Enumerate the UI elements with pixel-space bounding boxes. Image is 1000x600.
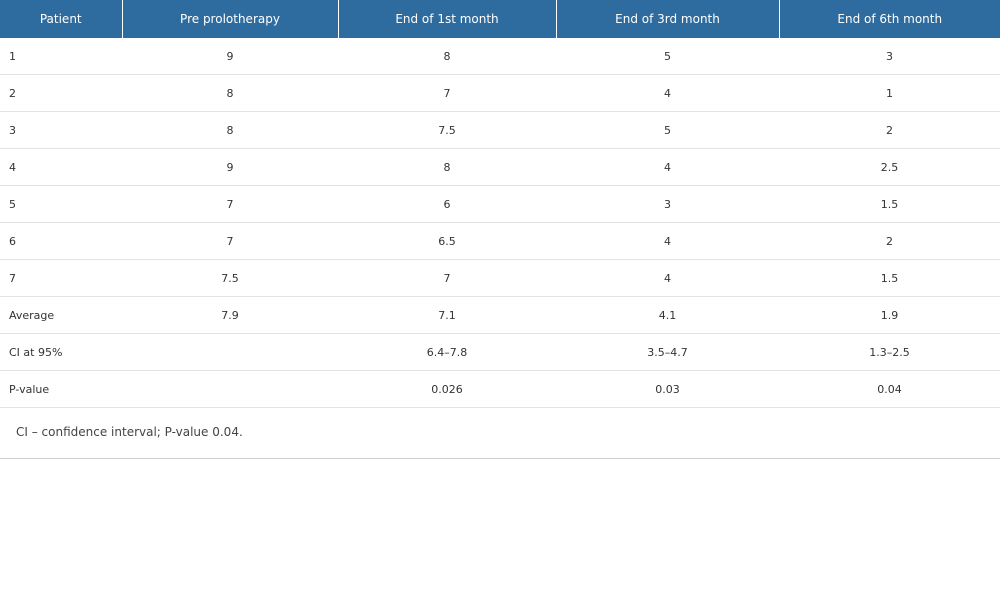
- header-end-3rd-month: End of 3rd month: [556, 0, 780, 38]
- row-label-cell: CI at 95%: [0, 333, 122, 371]
- table-cell: 5: [556, 111, 779, 149]
- table-cell: 6: [338, 185, 556, 223]
- table-cell: 0.026: [338, 370, 556, 408]
- table-body: 1 9 8 5 3 2 8 7 4 1 3 8 7.5 5 2 4 9 8 4 2.5 5 7 6 3 1.5 6 7 6.5 4 2 7 7…: [0, 38, 1000, 408]
- table-cell: 7.5: [338, 111, 556, 149]
- row-label-cell: 6: [0, 222, 122, 260]
- row-label-cell: Average: [0, 296, 122, 334]
- table-cell: 4: [556, 148, 779, 186]
- table-row: P-value 0.026 0.03 0.04: [0, 370, 1000, 408]
- header-end-1st-month: End of 1st month: [338, 0, 557, 38]
- table-cell: 3: [556, 185, 779, 223]
- table-row: CI at 95% 6.4–7.8 3.5–4.7 1.3–2.5: [0, 333, 1000, 371]
- table-cell: [122, 333, 338, 371]
- table-cell: 1.5: [779, 185, 1000, 223]
- table-cell: 2: [779, 222, 1000, 260]
- table-row: 3 8 7.5 5 2: [0, 111, 1000, 149]
- table-row: Average 7.9 7.1 4.1 1.9: [0, 296, 1000, 334]
- row-label-cell: 2: [0, 74, 122, 112]
- table-cell: 1: [779, 74, 1000, 112]
- table-cell: 0.04: [779, 370, 1000, 408]
- table-row: 6 7 6.5 4 2: [0, 222, 1000, 260]
- header-row: Patient Pre prolotherapy End of 1st mont…: [0, 0, 1000, 38]
- table-cell: 7.5: [122, 259, 338, 297]
- table-cell: 1.9: [779, 296, 1000, 334]
- header-pre-prolotherapy: Pre prolotherapy: [122, 0, 339, 38]
- table-cell: 6.4–7.8: [338, 333, 556, 371]
- table-cell: 4: [556, 222, 779, 260]
- row-label-cell: P-value: [0, 370, 122, 408]
- table-cell: 9: [122, 148, 338, 186]
- table-row: 7 7.5 7 4 1.5: [0, 259, 1000, 297]
- table-cell: 8: [122, 74, 338, 112]
- table-cell: 8: [338, 148, 556, 186]
- table-header: Patient Pre prolotherapy End of 1st mont…: [0, 0, 1000, 38]
- row-label-cell: 1: [0, 38, 122, 75]
- table-cell: 7.9: [122, 296, 338, 334]
- table-cell: 4: [556, 74, 779, 112]
- table-cell: 1.3–2.5: [779, 333, 1000, 371]
- table-cell: 2.5: [779, 148, 1000, 186]
- table-row: 5 7 6 3 1.5: [0, 185, 1000, 223]
- table-cell: 7: [122, 185, 338, 223]
- table-cell: 7: [338, 74, 556, 112]
- header-patient: Patient: [0, 0, 123, 38]
- table-footnote: CI – confidence interval; P-value 0.04.: [16, 425, 243, 439]
- table-cell: 7: [122, 222, 338, 260]
- table-cell: [122, 370, 338, 408]
- row-label-cell: 3: [0, 111, 122, 149]
- table-cell: 9: [122, 38, 338, 75]
- table-cell: 3.5–4.7: [556, 333, 779, 371]
- table-cell: 4.1: [556, 296, 779, 334]
- table-cell: 4: [556, 259, 779, 297]
- table-cell: 6.5: [338, 222, 556, 260]
- table-cell: 5: [556, 38, 779, 75]
- table-cell: 7.1: [338, 296, 556, 334]
- row-label-cell: 5: [0, 185, 122, 223]
- table-cell: 0.03: [556, 370, 779, 408]
- table-cell: 8: [338, 38, 556, 75]
- table-cell: 8: [122, 111, 338, 149]
- pain-score-table-container: Patient Pre prolotherapy End of 1st mont…: [0, 0, 1000, 459]
- row-label-cell: 4: [0, 148, 122, 186]
- table-cell: 2: [779, 111, 1000, 149]
- pain-score-table: Patient Pre prolotherapy End of 1st mont…: [0, 0, 1000, 408]
- header-end-6th-month: End of 6th month: [779, 0, 1000, 38]
- table-cell: 7: [338, 259, 556, 297]
- table-cell: 3: [779, 38, 1000, 75]
- table-cell: 1.5: [779, 259, 1000, 297]
- row-label-cell: 7: [0, 259, 122, 297]
- table-row: 4 9 8 4 2.5: [0, 148, 1000, 186]
